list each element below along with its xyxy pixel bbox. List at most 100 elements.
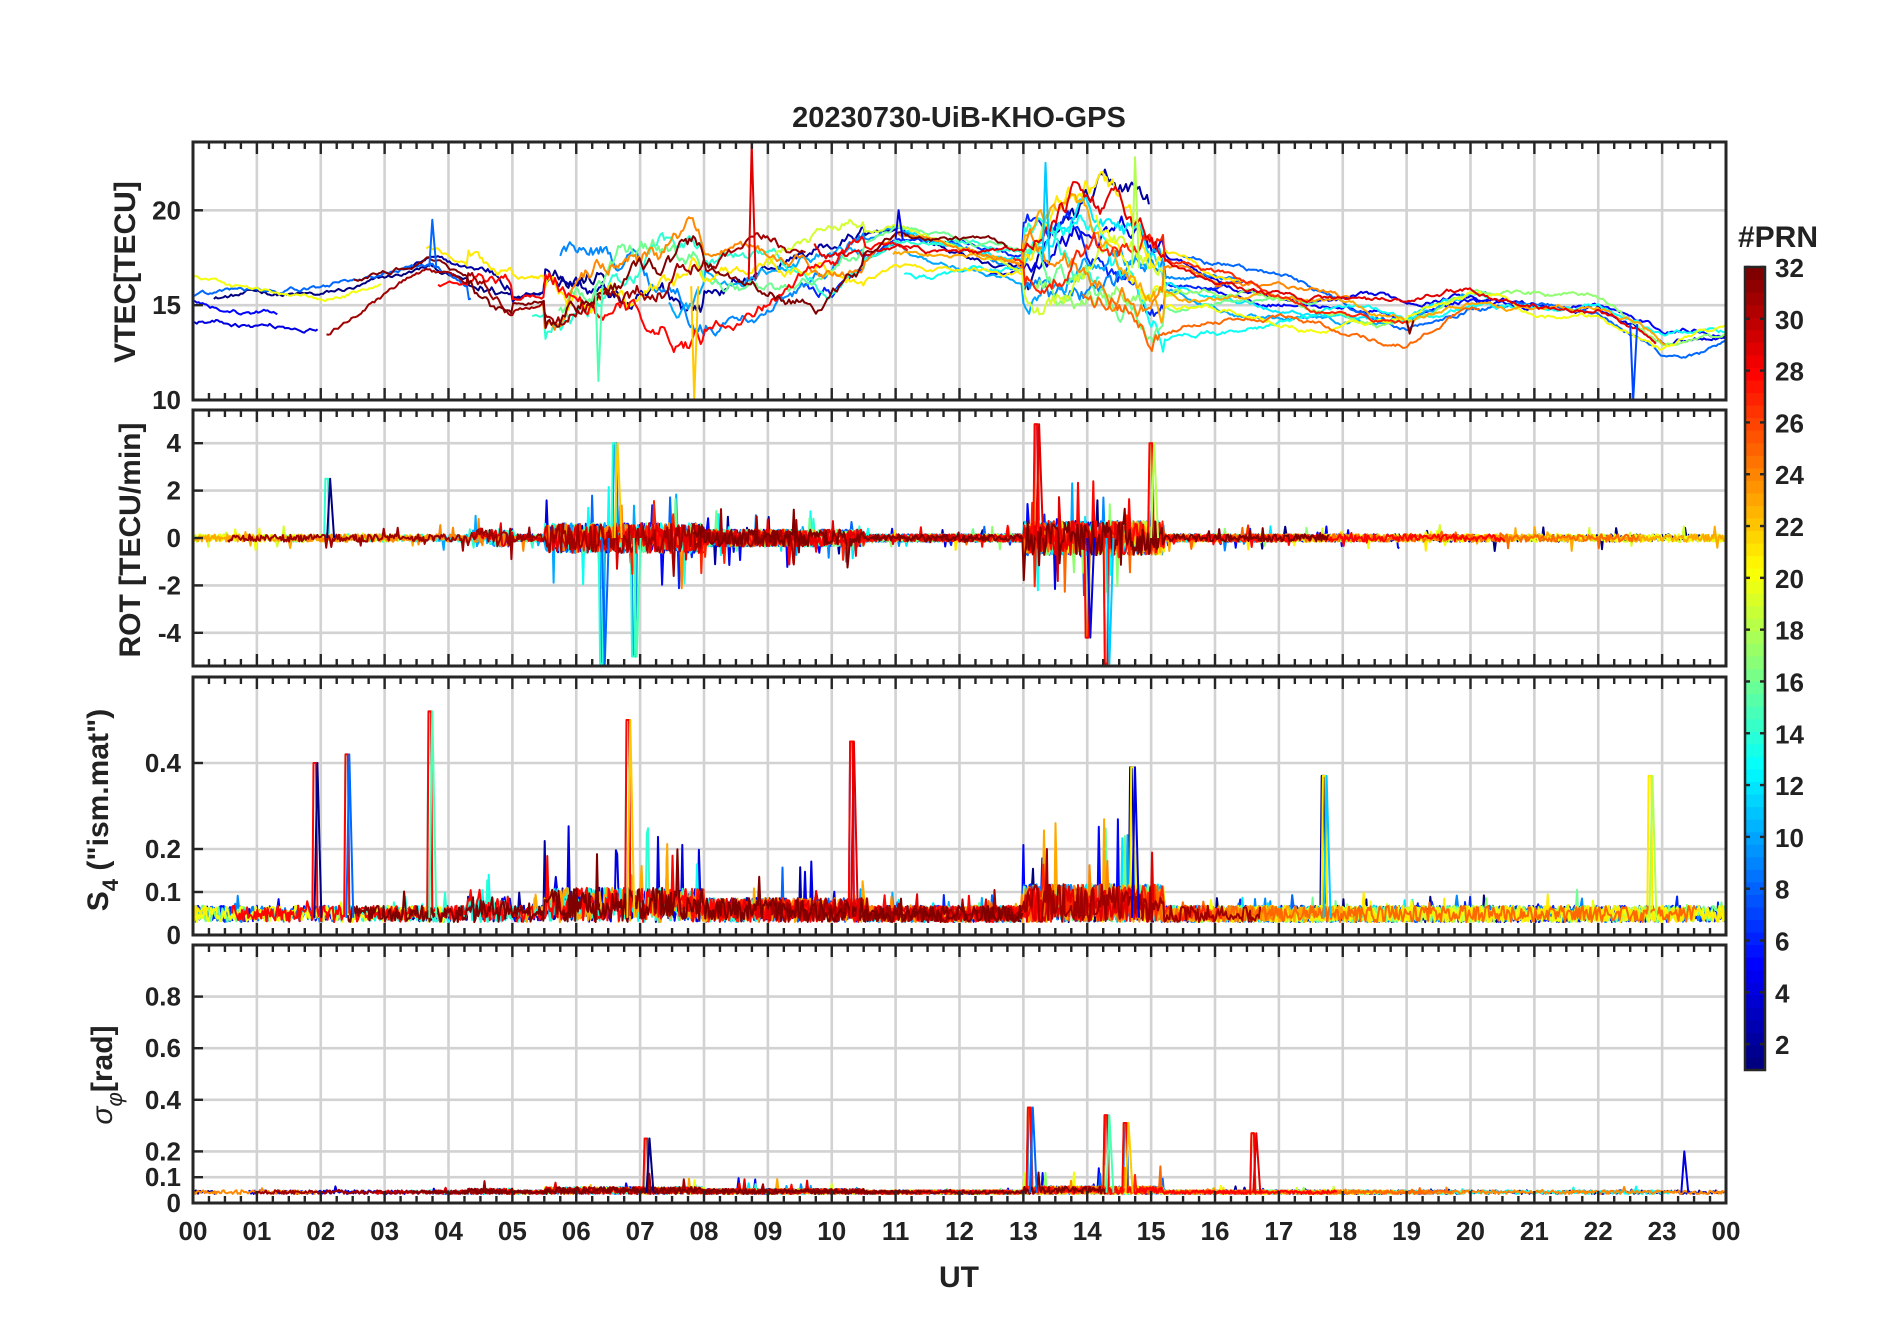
colorbar-cell bbox=[1745, 442, 1765, 456]
colorbar-cell bbox=[1745, 856, 1765, 870]
vtec-series-prn-4 bbox=[193, 319, 319, 334]
colorbar-cell bbox=[1745, 919, 1765, 933]
sigma_phi-peak-mark bbox=[1252, 1132, 1262, 1193]
s4-ylabel: S4 ("ism.mat") bbox=[82, 709, 123, 911]
colorbar-cell bbox=[1745, 530, 1765, 544]
sigma_phi-peak-mark bbox=[1028, 1106, 1038, 1193]
rot-frame bbox=[191, 408, 1728, 668]
x-tick-label: 23 bbox=[1648, 1216, 1677, 1246]
vtec-series-prn-14 bbox=[532, 216, 1100, 340]
s4-y-tick-label: 0 bbox=[167, 920, 181, 950]
rot-series-prn-31 bbox=[227, 508, 810, 577]
sigma_phi-ylabel-rest: [rad] bbox=[86, 1025, 119, 1092]
colorbar-tick-label: 8 bbox=[1775, 875, 1789, 905]
rot-panel: -4 -2 0 2 4 ROT [TECU/min] bbox=[114, 408, 1728, 668]
vtec-series-prn-28 bbox=[437, 235, 909, 354]
colorbar-tick-label: 14 bbox=[1775, 719, 1804, 749]
vtec-peak-mark bbox=[747, 142, 757, 280]
sigma_phi-y-tick-label: 0.6 bbox=[145, 1033, 181, 1063]
colorbar-cell bbox=[1745, 1057, 1765, 1071]
colorbar-cell bbox=[1745, 1019, 1765, 1033]
colorbar-cell bbox=[1745, 957, 1765, 971]
vtec-series-prn-5 bbox=[193, 300, 278, 316]
s4-y-tick-label: 0.1 bbox=[145, 877, 181, 907]
sigma_phi-peak-mark bbox=[1105, 1114, 1115, 1193]
colorbar-tick-label: 30 bbox=[1775, 305, 1804, 335]
sigma_phi-y-tick-label: 0.8 bbox=[145, 982, 181, 1012]
colorbar-cell bbox=[1745, 1007, 1765, 1021]
s4-y-tick-label: 0.2 bbox=[145, 834, 181, 864]
vtec-peak-mark bbox=[1405, 320, 1415, 335]
sigma_phi-peak-mark bbox=[1124, 1122, 1134, 1193]
colorbar-tick-label: 20 bbox=[1775, 564, 1804, 594]
colorbar-cell bbox=[1745, 317, 1765, 331]
vtec-peak-mark bbox=[894, 209, 904, 239]
colorbar-cell bbox=[1745, 1032, 1765, 1046]
sigma_phi-ylabel-sub: φ bbox=[102, 1092, 127, 1106]
colorbar-cell bbox=[1745, 543, 1765, 557]
s4-peak-mark bbox=[428, 710, 438, 918]
x-tick-label: 16 bbox=[1201, 1216, 1230, 1246]
colorbar-tick-label: 10 bbox=[1775, 823, 1804, 853]
colorbar-tick-label: 4 bbox=[1775, 978, 1790, 1008]
colorbar-cell bbox=[1745, 630, 1765, 645]
colorbar-cell bbox=[1745, 731, 1765, 745]
x-tick-label: 17 bbox=[1264, 1216, 1293, 1246]
rot-y-tick-label: 0 bbox=[167, 523, 181, 553]
s4-peak-mark bbox=[849, 740, 859, 918]
colorbar-cell bbox=[1745, 392, 1765, 406]
rot-peak-mark bbox=[326, 477, 336, 539]
colorbar-frame bbox=[1743, 265, 1767, 1072]
sigma_phi-series-prn-32 bbox=[411, 1171, 1108, 1195]
s4-ylabel-sub: 4 bbox=[98, 878, 123, 891]
rot-series-prn-32 bbox=[692, 507, 1330, 582]
x-tick-label: 10 bbox=[817, 1216, 846, 1246]
s4-ylabel-main: S bbox=[82, 891, 115, 911]
sigma_phi-y-tick-label: 0.1 bbox=[145, 1162, 181, 1192]
x-tick-label: 07 bbox=[626, 1216, 655, 1246]
s4-panel: 0 0.1 0.2 0.4 S4 ("ism.mat") bbox=[82, 675, 1728, 950]
s4-peak-mark bbox=[313, 762, 323, 918]
colorbar-tick-label: 18 bbox=[1775, 616, 1804, 646]
colorbar-cell bbox=[1745, 467, 1765, 481]
sigma_phi-y-tick-label: 0.4 bbox=[145, 1085, 182, 1115]
rot-ylabel: ROT [TECU/min] bbox=[114, 423, 147, 658]
x-tick-label: 08 bbox=[690, 1216, 719, 1246]
colorbar-cell bbox=[1745, 969, 1765, 983]
colorbar-cell bbox=[1745, 681, 1765, 695]
x-tick-label: 14 bbox=[1073, 1216, 1102, 1246]
s4-series-prn-21 bbox=[1079, 766, 1726, 924]
colorbar-cell bbox=[1745, 1044, 1765, 1059]
colorbar-cell bbox=[1745, 292, 1765, 306]
x-tick-label: 00 bbox=[179, 1216, 208, 1246]
vtec-series-prn-27 bbox=[1012, 231, 1409, 325]
x-tick-label: 04 bbox=[434, 1216, 463, 1246]
rot-peak-mark bbox=[1086, 537, 1096, 639]
vtec-series-prn-29 bbox=[813, 181, 1657, 345]
colorbar-gradient bbox=[1745, 267, 1765, 1071]
colorbar-cell bbox=[1745, 267, 1765, 281]
s4-series bbox=[193, 710, 1726, 924]
x-tick-label: 20 bbox=[1456, 1216, 1485, 1246]
colorbar-cell bbox=[1745, 455, 1765, 469]
s4-peak-mark bbox=[1648, 774, 1658, 918]
x-tick-label: 00 bbox=[1712, 1216, 1741, 1246]
rot-peak-mark bbox=[632, 537, 642, 658]
vtec-series bbox=[193, 142, 1726, 400]
colorbar-cell bbox=[1745, 906, 1765, 921]
colorbar-cell bbox=[1745, 568, 1765, 582]
s4-series-prn-14 bbox=[331, 710, 747, 924]
rot-y-tick-label: -4 bbox=[158, 618, 182, 648]
vtec-ylabel: VTEC[TECU] bbox=[109, 181, 142, 363]
colorbar-cell bbox=[1745, 693, 1765, 707]
colorbar-cell bbox=[1745, 743, 1765, 757]
colorbar-cell bbox=[1745, 618, 1765, 632]
vtec-peak-mark bbox=[1629, 324, 1639, 400]
colorbar-cell bbox=[1745, 844, 1765, 858]
x-tick-label: 19 bbox=[1392, 1216, 1421, 1246]
vtec-frame bbox=[191, 140, 1728, 402]
rot-series-prn-1 bbox=[868, 423, 1702, 665]
